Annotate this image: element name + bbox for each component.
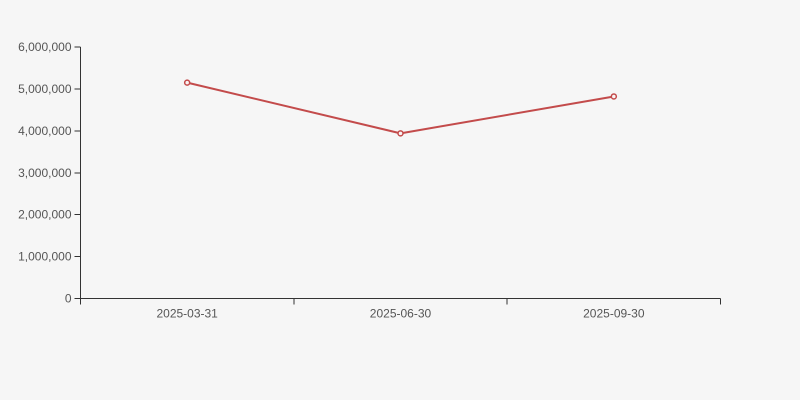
y-tick-label: 5,000,000 (18, 82, 72, 96)
data-point-marker[interactable] (397, 130, 404, 137)
x-tick-label: 2025-03-31 (156, 307, 218, 321)
y-tick-label: 0 (65, 292, 72, 306)
x-tick-label: 2025-06-30 (370, 307, 432, 321)
data-line (186, 81, 615, 135)
y-tick-label: 2,000,000 (18, 208, 72, 222)
y-tick-label: 1,000,000 (18, 250, 72, 264)
y-tick-label: 4,000,000 (18, 124, 72, 138)
data-point-marker[interactable] (183, 79, 191, 86)
x-tick-label: 2025-09-30 (583, 307, 645, 321)
axes (74, 46, 721, 305)
y-axis-labels: 0 1,000,000 2,000,000 3,000,000 4,000,000 5,0… (18, 40, 72, 306)
y-tick-label: 6,000,000 (18, 40, 72, 54)
x-axis-labels: 2025-03-31 2025-06-30 2025-09-30 (156, 307, 644, 321)
y-tick-label: 3,000,000 (18, 166, 72, 180)
data-point-marker[interactable] (610, 93, 618, 100)
